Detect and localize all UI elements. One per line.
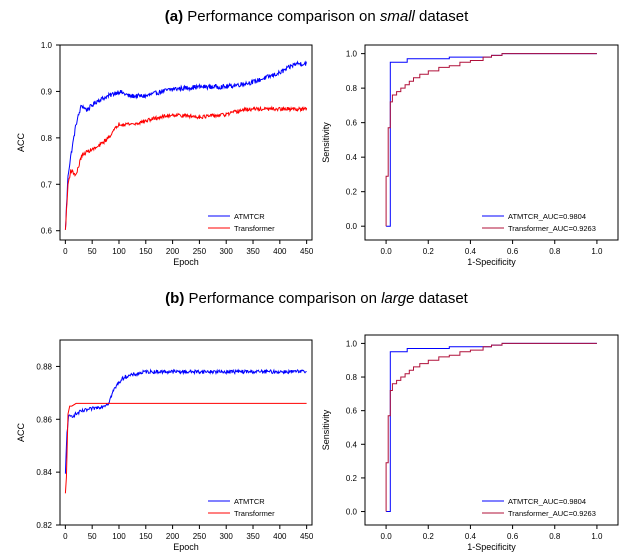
acc-small-xtick-label: 0: [63, 247, 68, 256]
roc-small-xtick-label: 0.2: [423, 247, 435, 256]
acc-large-legend-label: ATMTCR: [234, 497, 265, 506]
roc-small-xtick-label: 0.8: [549, 247, 561, 256]
roc-large-chart: 0.0 0.2 0.4 0.6 0.8 1.0 0.0 0.2 0.4 0.6 0.8 1.0 1-Sp…: [321, 334, 619, 552]
acc-large-xtick-label: 450: [300, 532, 314, 541]
acc-large-xtick-label: 200: [166, 532, 180, 541]
acc-small-ytick-label: 0.8: [41, 134, 53, 143]
acc-small-legend-label: ATMTCR: [234, 212, 265, 221]
acc-small-ytick-label: 0.7: [41, 180, 53, 189]
acc-small-xtick-label: 200: [166, 247, 180, 256]
roc-small-ytick-label: 0.2: [346, 188, 358, 197]
roc-large-ytick-label: 1.0: [346, 339, 358, 348]
roc-small-ylabel: Sensitivity: [321, 122, 331, 163]
roc-small-xlabel: 1-Specificity: [467, 257, 516, 267]
roc-large-xtick-label: 0.4: [465, 532, 477, 541]
roc-large-series-0-line: [386, 342, 597, 512]
acc-small-xtick-label: 150: [139, 247, 153, 256]
acc-large-xtick-label: 300: [220, 532, 234, 541]
roc-small-series-0-line: [386, 53, 597, 227]
roc-large-ytick-label: 0.0: [346, 508, 358, 517]
acc-large-ytick-label: 0.86: [36, 415, 52, 424]
roc-large-xtick-label: 1.0: [591, 532, 603, 541]
roc-large-legend-label: Transformer_AUC=0.9263: [508, 509, 596, 518]
roc-small-xtick-label: 0.0: [381, 247, 393, 256]
section-a-title-suffix: dataset: [414, 8, 469, 25]
acc-small-xlabel: Epoch: [173, 257, 199, 267]
roc-large-ytick-label: 0.8: [346, 373, 358, 382]
acc-small-xtick-label: 300: [220, 247, 234, 256]
acc-small-xtick-label: 250: [193, 247, 207, 256]
acc-small-xtick-label: 350: [246, 247, 260, 256]
roc-large-ytick-label: 0.4: [346, 440, 358, 449]
acc-large-xtick-label: 350: [246, 532, 260, 541]
acc-small-series-0-line: [64, 60, 308, 230]
acc-large-plot-frame: [59, 339, 313, 526]
acc-small-xtick-label: 400: [273, 247, 287, 256]
roc-large-xtick-label: 0.6: [507, 532, 519, 541]
acc-large-xtick-label: 250: [193, 532, 207, 541]
acc-large-series-1-line: [64, 402, 307, 494]
section-a-label: (a): [164, 8, 184, 25]
acc-small-ytick-label: 0.6: [41, 227, 53, 236]
roc-small-ytick-label: 0.4: [346, 153, 358, 162]
acc-large-xtick-label: 150: [139, 532, 153, 541]
acc-large-xtick-label: 50: [88, 532, 97, 541]
roc-small-ytick-label: 0.6: [346, 119, 358, 128]
roc-large-ytick-label: 0.2: [346, 474, 358, 483]
section-b-label: (b): [165, 290, 185, 307]
acc-large-ylabel: ACC: [16, 423, 26, 443]
roc-large-xtick-label: 0.0: [381, 532, 393, 541]
roc-small-legend-label: ATMTCR_AUC=0.9804: [508, 212, 586, 221]
section-a-title: (a) Performance comparison on small data…: [0, 8, 633, 25]
roc-small-ytick-label: 1.0: [346, 50, 358, 59]
acc-small-xtick-label: 450: [300, 247, 314, 256]
roc-small-xtick-label: 0.4: [465, 247, 477, 256]
roc-small-series-1-line: [385, 53, 597, 227]
section-a-title-emph: small: [379, 8, 415, 25]
roc-large-legend-label: ATMTCR_AUC=0.9804: [508, 497, 586, 506]
roc-small-xtick-label: 0.6: [507, 247, 519, 256]
section-b-title-emph: large: [381, 290, 415, 307]
roc-large-ytick-label: 0.6: [346, 407, 358, 416]
roc-small-ytick-label: 0.0: [346, 222, 358, 231]
section-b-title-prefix: Performance comparison on: [188, 290, 382, 307]
acc-small-legend-label: Transformer: [234, 224, 275, 233]
roc-large-ylabel: Sensitivity: [321, 409, 331, 450]
acc-small-ytick-label: 1.0: [41, 41, 53, 50]
acc-large-xtick-label: 400: [273, 532, 287, 541]
acc-large-series-0-line: [64, 368, 307, 474]
roc-small-legend-label: Transformer_AUC=0.9263: [508, 224, 596, 233]
acc-large-ytick-label: 0.82: [36, 521, 52, 530]
acc-small-series-1-line: [64, 105, 308, 230]
acc-small-plot-frame: [59, 44, 313, 241]
roc-small-xtick-label: 1.0: [591, 247, 603, 256]
roc-large-plot-frame: [364, 334, 619, 526]
section-b-title-suffix: dataset: [414, 290, 468, 307]
acc-large-chart: 0 50 100 150 200 250 300 350 400 450 0.82 0.84 0.86 0…: [16, 339, 314, 552]
acc-large-xlabel: Epoch: [173, 542, 199, 552]
acc-small-chart: 0 50 100 150 200 250 300 350 400 450 0.6 0.7 0.8 0.9 1…: [16, 41, 314, 267]
roc-small-plot-frame: [364, 44, 619, 241]
roc-large-series-1-line: [385, 342, 597, 512]
roc-small-ytick-label: 0.8: [346, 84, 358, 93]
section-a-title-prefix: Performance comparison on: [187, 8, 380, 25]
acc-large-legend-label: Transformer: [234, 509, 275, 518]
acc-small-ylabel: ACC: [16, 133, 26, 153]
roc-large-xlabel: 1-Specificity: [467, 542, 516, 552]
acc-large-xtick-label: 0: [63, 532, 68, 541]
acc-large-ytick-label: 0.88: [36, 362, 52, 371]
section-b-title: (b) Performance comparison on large data…: [0, 290, 633, 307]
acc-large-ytick-label: 0.84: [36, 468, 52, 477]
acc-large-xtick-label: 100: [112, 532, 126, 541]
acc-small-xtick-label: 100: [112, 247, 126, 256]
acc-small-ytick-label: 0.9: [41, 87, 53, 96]
roc-large-xtick-label: 0.2: [423, 532, 435, 541]
roc-large-xtick-label: 0.8: [549, 532, 561, 541]
acc-small-xtick-label: 50: [88, 247, 97, 256]
roc-small-chart: 0.0 0.2 0.4 0.6 0.8 1.0 0.0 0.2 0.4 0.6 0.8 1.0 1-Sp…: [321, 44, 619, 267]
